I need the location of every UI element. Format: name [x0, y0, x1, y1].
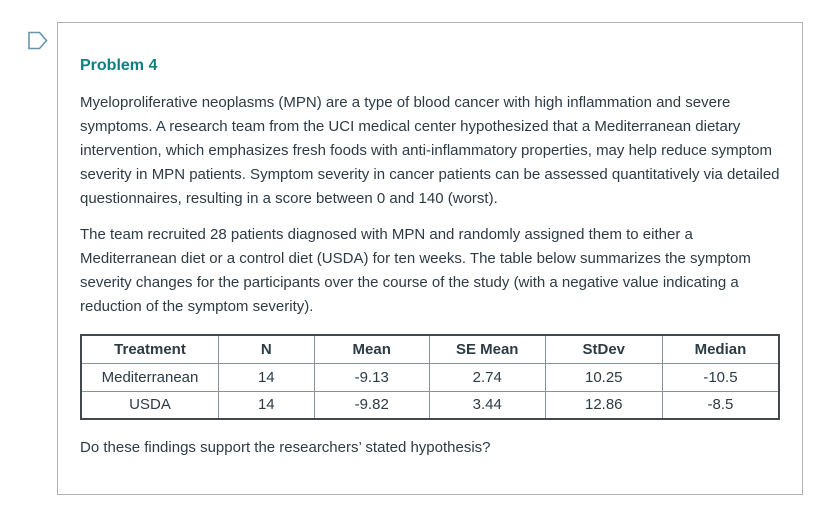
cell-median: -8.5	[661, 390, 780, 420]
problem-paragraph-2: The team recruited 28 patients diagnosed…	[80, 226, 751, 315]
cell-median: -10.5	[661, 362, 780, 392]
col-header-se-mean: SE Mean	[428, 334, 546, 364]
col-header-n: N	[218, 334, 315, 364]
cell-se-mean: 3.44	[428, 390, 546, 420]
problem-title: Problem 4	[80, 57, 158, 74]
col-header-mean: Mean	[313, 334, 430, 364]
cell-stdev: 10.25	[544, 362, 663, 392]
cell-mean: -9.82	[313, 390, 430, 420]
table-header-row: Treatment N Mean SE Mean StDev Median	[80, 334, 780, 364]
col-header-median: Median	[661, 334, 780, 364]
col-header-treatment: Treatment	[80, 334, 219, 364]
problem-paragraph-1: Myeloproliferative neoplasms (MPN) are a…	[80, 94, 780, 207]
cell-n: 14	[218, 390, 315, 420]
cell-treatment: USDA	[80, 390, 219, 420]
cell-stdev: 12.86	[544, 390, 663, 420]
cell-treatment: Mediterranean	[80, 362, 219, 392]
col-header-stdev: StDev	[544, 334, 663, 364]
cell-n: 14	[218, 362, 315, 392]
table-row: Mediterranean 14 -9.13 2.74 10.25 -10.5	[80, 362, 780, 392]
question-marker-tag-icon[interactable]	[28, 31, 48, 50]
cell-se-mean: 2.74	[428, 362, 546, 392]
cell-mean: -9.13	[313, 362, 430, 392]
table-row: USDA 14 -9.82 3.44 12.86 -8.5	[80, 390, 780, 420]
problem-question: Do these findings support the researcher…	[80, 439, 491, 456]
problem-card: Problem 4 Myeloproliferative neoplasms (…	[57, 22, 803, 495]
summary-statistics-table: Treatment N Mean SE Mean StDev Median Me…	[80, 334, 780, 420]
